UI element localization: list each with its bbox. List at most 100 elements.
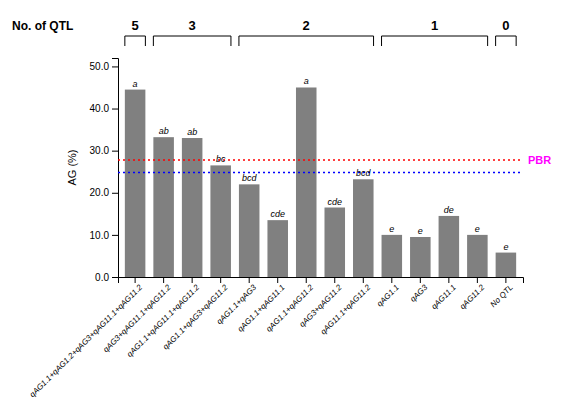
- group-label: 5: [131, 18, 138, 33]
- bar-label: ab: [187, 127, 197, 137]
- bar: [353, 179, 374, 277]
- chart: 0.0 10.0 20.0 30.0 40.0 50.0 qAG1.1+qAG1.2+qAG…: [0, 0, 565, 405]
- bar-labels: a ab ab bc bcd cde a cde bcd e e de e e: [133, 76, 509, 251]
- group-bracket: [125, 36, 146, 46]
- x-tick-mark: [334, 277, 335, 283]
- y-axis: 0.0 10.0 20.0 30.0 40.0 50.0: [90, 59, 119, 283]
- x-axis: qAG1.1+qAG1.2+qAG3+qAG11.1+qAG11.2qAG3+q…: [28, 277, 524, 399]
- group-bracket: [496, 36, 517, 46]
- y-tick-mark: [112, 109, 118, 110]
- bar: [125, 90, 146, 277]
- y-tick: 0.0: [95, 272, 118, 283]
- x-axis-line: [119, 278, 524, 284]
- bar: [267, 220, 288, 277]
- bar: [210, 165, 231, 277]
- x-tick-mark: [505, 277, 506, 283]
- bar: [382, 235, 403, 277]
- x-tick-label: qAG1.1: [375, 283, 401, 309]
- bar: [239, 184, 260, 277]
- y-tick-label: 0.0: [95, 272, 109, 283]
- x-tick: qAG11.1: [429, 277, 457, 311]
- bar-label: de: [444, 205, 454, 215]
- x-tick: qAG11.2: [458, 277, 487, 311]
- reference-line-label: PBR: [528, 154, 551, 166]
- x-tick-label: No QTL: [489, 283, 515, 309]
- bar-label: e: [418, 226, 423, 236]
- reference-line: [118, 159, 523, 161]
- y-tick: 20.0: [90, 187, 118, 198]
- x-tick-mark: [391, 277, 392, 283]
- x-tick-label: qAG1.1+qAG11.1: [236, 283, 287, 334]
- x-tick-mark: [306, 277, 307, 283]
- x-tick-mark: [477, 277, 478, 283]
- bar-label: e: [503, 242, 508, 252]
- y-tick-label: 40.0: [90, 103, 110, 114]
- x-tick: qAG3: [408, 277, 429, 304]
- bar-label: e: [475, 224, 480, 234]
- x-tick: qAG1.1: [375, 277, 401, 308]
- x-tick-mark: [220, 277, 221, 283]
- bar-label: cde: [270, 209, 285, 219]
- x-tick: qAG1.1+qAG1.2+qAG3+qAG11.1+qAG11.2: [28, 277, 145, 399]
- group-bracket: [382, 36, 488, 46]
- y-tick-label: 20.0: [90, 187, 110, 198]
- bar: [153, 137, 174, 277]
- y-axis-title: AG (%): [66, 149, 78, 185]
- y-tick: 10.0: [90, 230, 118, 241]
- x-tick-label: qAG1.1+qAG11.2: [264, 283, 315, 334]
- bar: [439, 216, 460, 277]
- bar: [296, 87, 317, 277]
- x-tick-label: qAG1.1+qAG1.2+qAG3+qAG11.1+qAG11.2: [28, 283, 145, 400]
- x-tick: qAG11.1+qAG11.2: [319, 277, 373, 336]
- y-tick: 50.0: [90, 61, 118, 72]
- y-tick-mark: [112, 151, 118, 152]
- reference-line: [118, 172, 523, 174]
- plot: 0.0 10.0 20.0 30.0 40.0 50.0 qAG1.1+qAG1.2+qAG…: [28, 18, 551, 399]
- x-tick-mark: [448, 277, 449, 283]
- x-tick: qAG1.1+qAG11.2: [264, 277, 315, 334]
- group-label: 2: [303, 18, 310, 33]
- bar: [410, 237, 431, 277]
- bar-label: ab: [159, 126, 169, 136]
- x-tick-mark: [135, 277, 136, 283]
- group-label: 0: [502, 18, 509, 33]
- x-tick-mark: [163, 277, 164, 283]
- bar: [496, 253, 517, 277]
- group-label: 3: [189, 18, 196, 33]
- y-tick: 30.0: [90, 145, 118, 156]
- y-axis-line: [112, 59, 119, 278]
- y-tick-label: 30.0: [90, 145, 110, 156]
- bar: [324, 208, 345, 277]
- bar-label: a: [133, 79, 138, 89]
- groups-title: No. of QTL: [12, 19, 73, 33]
- x-tick: No QTL: [489, 277, 515, 309]
- y-tick-label: 10.0: [90, 230, 110, 241]
- bar-label: e: [389, 224, 394, 234]
- x-tick-mark: [192, 277, 193, 283]
- x-tick-label: qAG3: [408, 283, 429, 304]
- y-tick-mark: [112, 277, 118, 278]
- x-tick-label: qAG11.1+qAG11.2: [319, 283, 373, 337]
- group-label: 1: [431, 18, 438, 33]
- x-tick-label: qAG11.1: [429, 283, 457, 311]
- x-tick-mark: [249, 277, 250, 283]
- bar: [467, 235, 488, 277]
- group-brackets: 5 3 2 1 0: [125, 18, 516, 46]
- bar-label: cde: [328, 197, 343, 207]
- marks: [118, 87, 523, 277]
- x-tick-mark: [363, 277, 364, 283]
- bar-label: a: [304, 76, 309, 86]
- y-tick-label: 50.0: [90, 61, 110, 72]
- bar: [182, 138, 203, 277]
- y-tick-mark: [112, 193, 118, 194]
- y-tick-mark: [112, 66, 118, 67]
- y-tick: 40.0: [90, 103, 118, 114]
- x-tick-mark: [420, 277, 421, 283]
- x-tick-mark: [277, 277, 278, 283]
- group-bracket: [239, 36, 374, 46]
- group-bracket: [153, 36, 231, 46]
- bar-label: bc: [216, 154, 226, 164]
- bar-label: bcd: [356, 168, 372, 178]
- y-tick-mark: [112, 235, 118, 236]
- bar-label: bcd: [242, 173, 258, 183]
